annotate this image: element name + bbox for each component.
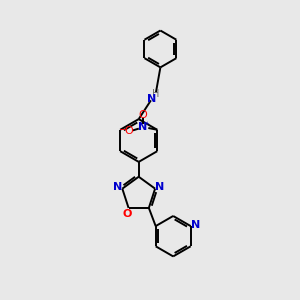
Text: +: + [145,121,149,126]
Text: O: O [122,209,132,219]
Text: N: N [155,182,164,193]
Text: H: H [152,88,159,98]
Text: N: N [138,122,148,132]
Text: −: − [119,125,127,135]
Text: N: N [191,220,200,230]
Text: O: O [139,110,147,120]
Text: N: N [147,94,156,104]
Text: O: O [124,126,133,136]
Text: N: N [113,182,122,193]
